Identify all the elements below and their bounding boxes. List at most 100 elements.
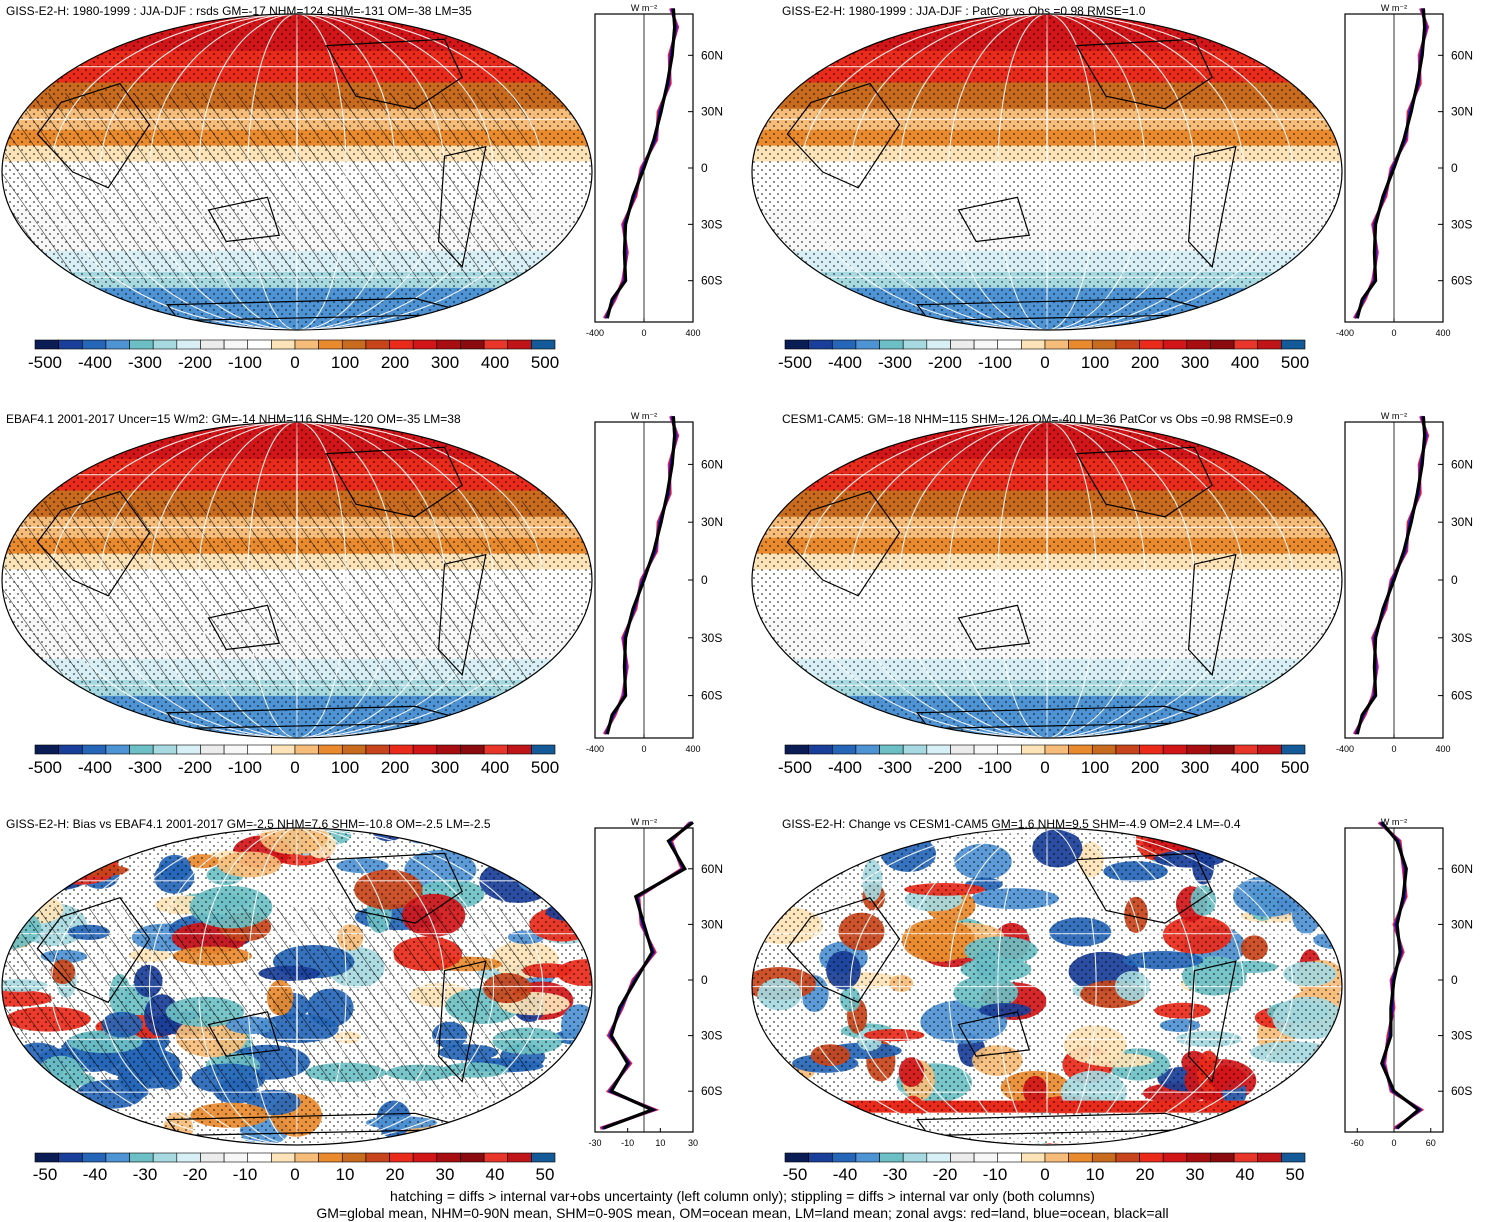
profile-ytick-label: 30N bbox=[1451, 105, 1473, 119]
colorbar-label: 0 bbox=[290, 353, 299, 372]
colorbar-swatch bbox=[1162, 744, 1188, 755]
profile-ytick-label: 30N bbox=[1451, 917, 1473, 931]
colorbar-label: -40 bbox=[83, 1165, 108, 1184]
colorbar-label: -10 bbox=[233, 1165, 258, 1184]
profile-unit: W m⁻² bbox=[1381, 817, 1407, 827]
colorbar-swatch bbox=[81, 744, 107, 755]
colorbar-swatch bbox=[365, 339, 390, 350]
colorbar-swatch bbox=[784, 744, 809, 755]
coastline bbox=[207, 604, 281, 651]
colorbar-swatch bbox=[412, 1152, 438, 1163]
colorbar-swatch bbox=[531, 744, 556, 755]
hatching-overlay bbox=[2, 501, 533, 691]
colorbar-swatch bbox=[1044, 744, 1069, 755]
coastline bbox=[1187, 553, 1237, 677]
colorbar-swatch bbox=[1091, 1152, 1117, 1163]
colorbar-swatch bbox=[81, 339, 107, 350]
colorbar-swatch bbox=[365, 744, 390, 755]
colorbar-swatch bbox=[1281, 1152, 1306, 1163]
profile-ytick-label: 30S bbox=[701, 217, 722, 231]
colorbar-swatch bbox=[879, 339, 904, 350]
profile-ytick-label: 0 bbox=[701, 973, 708, 987]
profile-xtick-label: -400 bbox=[1336, 328, 1354, 338]
colorbar-swatch bbox=[1021, 339, 1046, 350]
colorbar-swatch bbox=[247, 744, 272, 755]
profile-xtick-label: 400 bbox=[1435, 328, 1450, 338]
colorbar-swatch bbox=[365, 1152, 390, 1163]
colorbar-label: -20 bbox=[183, 1165, 208, 1184]
colorbar-swatch bbox=[129, 1152, 154, 1163]
anomaly-blob bbox=[22, 828, 89, 860]
colorbar-label: 200 bbox=[381, 353, 409, 372]
profile-xtick-label: 400 bbox=[685, 744, 700, 754]
profile-xtick-label: 0 bbox=[1391, 744, 1396, 754]
colorbar-swatch bbox=[1162, 1152, 1188, 1163]
graticule-meridian bbox=[50, 422, 544, 738]
colorbar-label: 200 bbox=[381, 758, 409, 777]
profile-xtick-label: -400 bbox=[586, 328, 604, 338]
colorbar-label: -50 bbox=[33, 1165, 58, 1184]
profile-xtick-label: 0 bbox=[641, 328, 646, 338]
colorbar-label: -100 bbox=[978, 353, 1012, 372]
panel-title: CESM1-CAM5: GM=-18 NHM=115 SHM=-126 OM=-… bbox=[782, 412, 1293, 426]
colorbar-label: -20 bbox=[933, 1165, 958, 1184]
profile-xtick-label: -30 bbox=[588, 1138, 601, 1148]
colorbar-label: -300 bbox=[878, 353, 912, 372]
colorbar-swatch bbox=[58, 744, 83, 755]
colorbar-label: -200 bbox=[178, 758, 212, 777]
panel-title: GISS-E2-H: Bias vs EBAF4.1 2001-2017 GM=… bbox=[6, 817, 491, 831]
colorbar-swatch bbox=[152, 744, 178, 755]
colorbar-swatch bbox=[950, 1152, 975, 1163]
profile-ytick-label: 60S bbox=[701, 1084, 722, 1098]
profile-unit: W m⁻² bbox=[1381, 3, 1407, 13]
anomaly-blob bbox=[554, 1070, 590, 1093]
graticule-meridian bbox=[800, 828, 1294, 1145]
zonal-profile: W m⁻² -30 -10 10 30 60N 30N 0 30S 60S bbox=[588, 817, 723, 1148]
colorbar-label: 40 bbox=[1236, 1165, 1255, 1184]
coastline bbox=[957, 604, 1031, 651]
graticule-meridian bbox=[50, 828, 544, 1145]
colorbar-label: -400 bbox=[78, 758, 112, 777]
colorbar-swatch bbox=[879, 744, 904, 755]
anomaly-blob bbox=[752, 1094, 799, 1133]
colorbar-swatch bbox=[997, 744, 1022, 755]
colorbar-swatch bbox=[152, 1152, 178, 1163]
anomaly-blob bbox=[795, 1093, 845, 1135]
colorbar-swatch bbox=[1115, 339, 1140, 350]
map-border bbox=[1, 827, 593, 1146]
colorbar-swatch bbox=[926, 339, 951, 350]
colorbar-swatch bbox=[1021, 744, 1046, 755]
profile-ytick-label: 30S bbox=[701, 1029, 722, 1043]
map-field bbox=[752, 14, 1342, 330]
graticule-meridian bbox=[296, 422, 298, 738]
profile-ytick-label: 0 bbox=[701, 161, 708, 175]
colorbar-swatch bbox=[436, 339, 461, 350]
anomaly-blob bbox=[752, 1110, 783, 1145]
colorbar-label: 100 bbox=[331, 758, 359, 777]
colorbar-label: 500 bbox=[531, 758, 559, 777]
profile-ytick-label: 0 bbox=[1451, 573, 1458, 587]
anomaly-blob bbox=[547, 1073, 574, 1092]
colorbar-swatch bbox=[507, 339, 532, 350]
colorbar-swatch bbox=[831, 744, 857, 755]
coastline bbox=[36, 897, 151, 1004]
colorbar-label: 30 bbox=[1186, 1165, 1205, 1184]
colorbar-swatch bbox=[483, 1152, 509, 1163]
profile-ytick-label: 30S bbox=[1451, 1029, 1472, 1043]
coastline bbox=[1075, 852, 1213, 924]
colorbar-swatch bbox=[997, 339, 1022, 350]
anomaly-blob bbox=[1241, 1118, 1300, 1142]
graticule-meridian bbox=[849, 14, 1245, 330]
zonal-profile: W m⁻² -400 0 400 60N 30N 0 30S 60S bbox=[586, 3, 723, 338]
colorbar-swatch bbox=[129, 339, 154, 350]
graticule-meridian bbox=[149, 828, 445, 1145]
colorbar-label: 400 bbox=[1231, 353, 1259, 372]
colorbar-swatch bbox=[1210, 1152, 1235, 1163]
graticule-meridian bbox=[149, 14, 445, 330]
all-zonal-line bbox=[1355, 8, 1427, 319]
anomaly-blob bbox=[1234, 1108, 1309, 1145]
colorbar-swatch bbox=[1021, 1152, 1046, 1163]
graticule-meridian bbox=[849, 422, 1245, 738]
colorbar-swatch bbox=[926, 744, 951, 755]
graticule-meridian bbox=[247, 14, 347, 330]
